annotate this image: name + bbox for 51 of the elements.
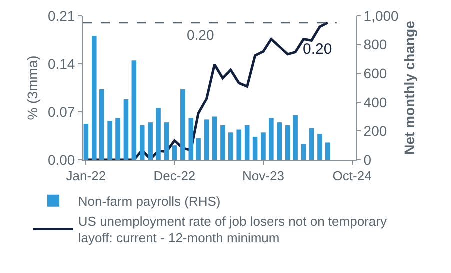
bar — [124, 100, 129, 160]
bar — [212, 116, 218, 160]
bar — [140, 125, 145, 160]
x-tick-label: Nov-23 — [242, 168, 284, 184]
y2-tick-label: 600 — [364, 66, 388, 82]
bar — [99, 89, 104, 160]
bar — [188, 118, 194, 160]
legend-label: Non-farm payrolls (RHS) — [78, 194, 221, 209]
bar — [116, 118, 120, 160]
bar — [318, 134, 322, 160]
bar — [326, 142, 330, 160]
bar — [293, 115, 298, 160]
bar — [156, 108, 161, 160]
bar — [164, 122, 170, 160]
bar — [180, 89, 186, 160]
bar — [244, 125, 250, 160]
bar — [236, 130, 242, 160]
bar — [220, 125, 226, 160]
y2-tick-label: 400 — [364, 94, 388, 110]
bar — [148, 122, 153, 160]
x-tick-label: Dec-22 — [154, 168, 196, 184]
x-tick-label: Jan-22 — [66, 168, 106, 184]
bar — [277, 122, 282, 160]
y-tick-label: 0.00 — [48, 152, 76, 168]
bar — [84, 124, 89, 160]
bar — [204, 120, 210, 160]
bar — [286, 125, 290, 160]
x-tick-label: Oct-24 — [332, 168, 372, 184]
bar — [196, 138, 201, 160]
y2-tick-label: 200 — [364, 123, 388, 140]
bar — [92, 36, 97, 160]
y2-axis-title: Net monthly change — [401, 20, 418, 155]
annotation: 0.20 — [303, 41, 332, 58]
bar — [172, 146, 178, 160]
bar — [301, 144, 306, 160]
bar — [108, 121, 112, 160]
y-axis-title: % (3mma) — [24, 56, 41, 120]
y2-tick-label: 800 — [364, 36, 388, 53]
y2-tick-label: 1,000 — [364, 8, 400, 24]
bar — [228, 132, 234, 160]
bar — [132, 60, 137, 160]
ref-line-label: 0.20 — [187, 27, 214, 43]
y-tick-label: 0.21 — [48, 8, 76, 24]
y-tick-label: 0.07 — [48, 104, 76, 120]
bar — [309, 128, 314, 160]
y-tick-label: 0.14 — [48, 56, 76, 72]
y2-tick-label: 0 — [364, 152, 372, 168]
bar — [252, 136, 258, 160]
bar — [261, 132, 266, 160]
bar — [269, 118, 274, 160]
legend-label: US unemployment rate of job losers not on temporary layoff: current - 12-month minimum — [78, 214, 388, 246]
